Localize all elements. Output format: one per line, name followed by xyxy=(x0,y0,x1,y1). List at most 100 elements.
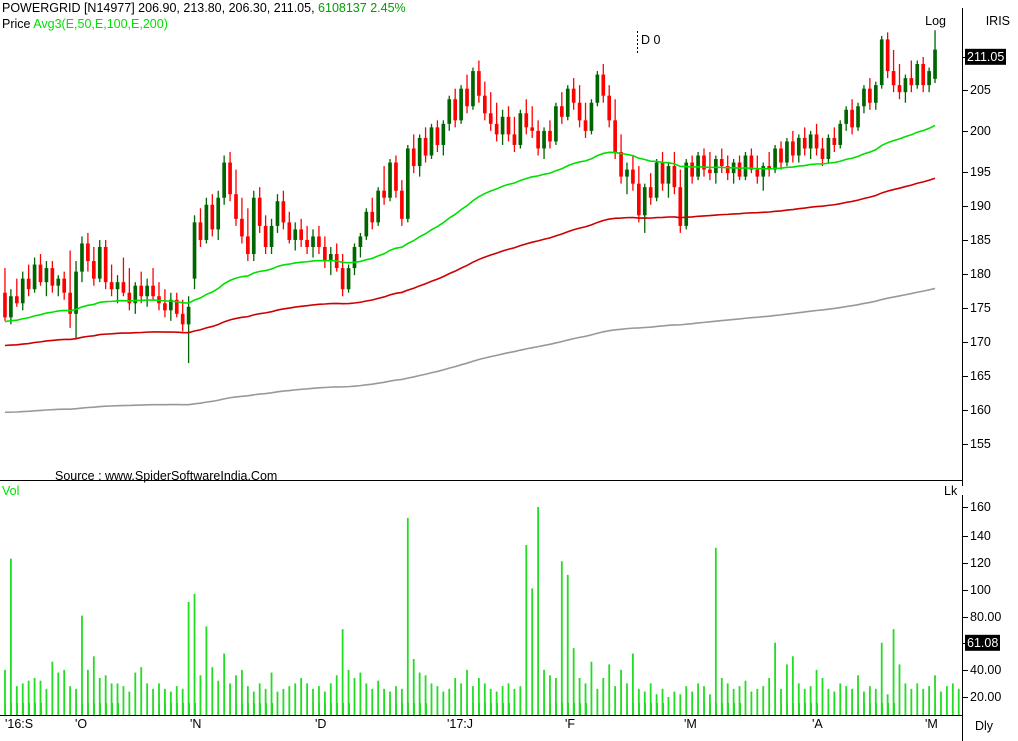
volume-tick-label: 20.00 xyxy=(970,689,1002,704)
x-axis-tick xyxy=(520,703,522,715)
price-tick xyxy=(962,308,968,309)
volume-tick xyxy=(962,563,968,564)
x-axis-tick xyxy=(194,703,196,715)
x-axis-tick xyxy=(911,703,913,715)
open-value: 206.90, xyxy=(138,1,180,15)
x-axis-tick xyxy=(484,703,486,715)
x-axis-label: 'N xyxy=(190,717,202,731)
x-axis-tick xyxy=(425,703,427,715)
x-axis-tick xyxy=(478,703,480,715)
x-axis-tick xyxy=(22,703,24,715)
x-axis-tick xyxy=(336,703,338,715)
x-axis-tick xyxy=(46,703,48,715)
x-axis-label: '16:S xyxy=(5,717,34,731)
x-axis-tick xyxy=(384,703,386,715)
x-axis-tick xyxy=(745,703,747,715)
x-axis-tick xyxy=(887,703,889,715)
x-axis-tick xyxy=(407,703,409,715)
volume-tick xyxy=(962,536,968,537)
x-axis-tick xyxy=(591,703,593,715)
x-axis-tick xyxy=(158,703,160,715)
x-axis-tick xyxy=(769,703,771,715)
volume-tick xyxy=(962,507,968,508)
volume-tick xyxy=(962,697,968,698)
x-axis-tick xyxy=(935,703,937,715)
x-axis-tick xyxy=(561,703,563,715)
price-tick-label: 165 xyxy=(970,368,991,383)
x-axis-tick xyxy=(692,703,694,715)
symbol-label: POWERGRID [N14977] xyxy=(2,1,135,15)
x-axis-labels: '16:S 'O 'N 'D '17:J 'F 'M 'A 'M xyxy=(0,717,1018,739)
x-axis-label: 'A xyxy=(812,717,823,731)
volume-tick xyxy=(962,670,968,671)
x-axis-tick xyxy=(236,703,237,715)
x-axis-tick xyxy=(342,703,344,715)
volume-panel-divider xyxy=(0,715,962,716)
x-axis-tick xyxy=(526,703,528,715)
log-scale-label[interactable]: Log xyxy=(925,14,946,28)
x-axis-tick xyxy=(929,703,931,715)
x-axis-tick xyxy=(366,703,368,715)
x-axis-tick xyxy=(881,703,883,715)
x-axis-tick xyxy=(467,703,469,715)
x-axis-tick xyxy=(259,703,261,715)
price-tick xyxy=(962,274,968,275)
x-axis-tick xyxy=(253,703,255,715)
price-label: Price xyxy=(2,17,31,31)
x-axis-tick xyxy=(117,703,119,715)
x-axis-tick xyxy=(863,703,865,715)
x-axis-tick xyxy=(170,703,172,715)
price-chart-panel[interactable] xyxy=(0,30,962,480)
x-axis-tick xyxy=(52,703,54,715)
x-axis-tick xyxy=(28,703,30,715)
x-axis-tick xyxy=(609,703,611,715)
x-axis-tick xyxy=(277,703,279,715)
volume-tick-label: 160 xyxy=(970,499,991,514)
x-axis-tick xyxy=(247,703,249,715)
x-axis-label: 'O xyxy=(75,717,88,731)
x-axis-tick xyxy=(443,703,445,715)
x-axis-tick xyxy=(182,703,184,715)
x-axis-tick xyxy=(111,703,113,715)
x-axis-tick xyxy=(99,703,101,715)
volume-bars xyxy=(4,507,960,715)
x-axis-tick xyxy=(230,703,232,715)
price-tick-label: 195 xyxy=(970,164,991,179)
price-tick-label: 190 xyxy=(970,198,991,213)
x-axis-tick xyxy=(218,703,220,715)
volume-chart-panel[interactable] xyxy=(0,495,962,715)
x-axis-tick xyxy=(295,703,297,715)
volume-tick xyxy=(962,617,968,618)
chart-header: POWERGRID [N14977] 206.90, 213.80, 206.3… xyxy=(2,1,406,15)
moving-average-label: Avg3(E,50,E,100,E,200) xyxy=(33,17,168,31)
x-axis-tick xyxy=(224,703,226,715)
price-tick xyxy=(962,90,968,91)
x-axis-tick xyxy=(567,703,569,715)
x-axis-tick xyxy=(656,703,658,715)
x-axis-tick xyxy=(704,703,705,715)
x-axis-tick xyxy=(4,703,6,715)
x-axis-tick xyxy=(621,703,623,715)
price-tick-label: 155 xyxy=(970,436,991,451)
timeframe-label[interactable]: Dly xyxy=(975,719,994,733)
x-axis-tick xyxy=(538,703,540,715)
price-tick-label: 175 xyxy=(970,300,991,315)
volume-tick xyxy=(962,590,968,591)
x-axis-tick xyxy=(923,703,925,715)
x-axis-tick xyxy=(632,703,634,715)
price-tick xyxy=(962,376,968,377)
x-axis-tick xyxy=(834,703,836,715)
x-axis-tick xyxy=(419,703,421,715)
volume-tick-label: 100 xyxy=(970,582,991,597)
x-axis-tick xyxy=(123,703,125,715)
x-axis-label: 'F xyxy=(565,717,576,731)
x-axis-tick xyxy=(87,703,89,715)
x-axis-tick xyxy=(348,703,350,715)
x-axis-tick xyxy=(76,703,78,715)
x-axis-tick xyxy=(455,703,457,715)
x-axis-tick xyxy=(271,703,273,715)
x-axis-tick xyxy=(330,703,332,715)
x-axis-tick xyxy=(727,703,729,715)
change-percent: 2.45% xyxy=(370,1,406,15)
x-axis-tick xyxy=(40,703,42,715)
